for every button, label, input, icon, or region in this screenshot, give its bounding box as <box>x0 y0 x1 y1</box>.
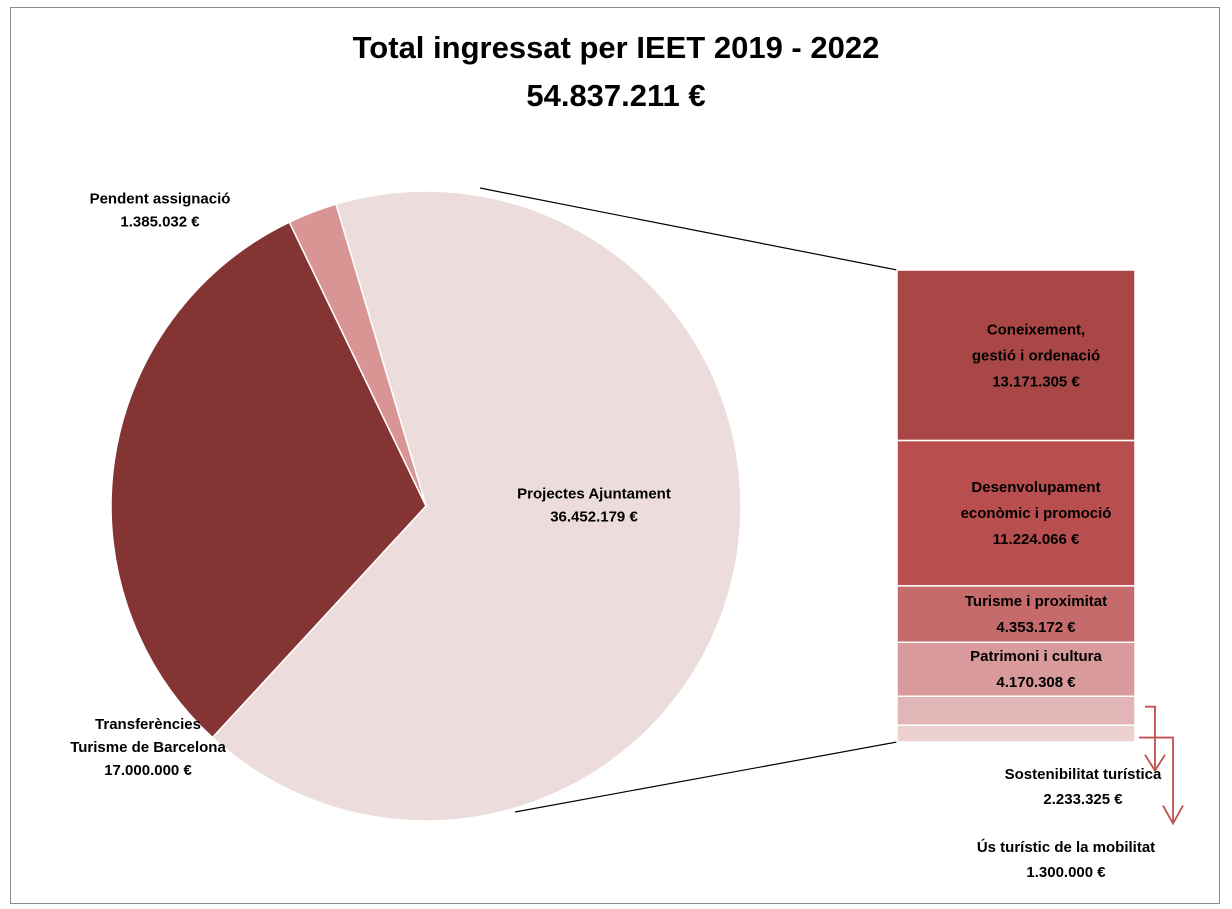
bar-label-turisme-i-proximitat-label: Turisme i proximitat <box>965 593 1107 610</box>
bar-segment-desenvolupament-economic-i-promocio <box>896 439 1136 587</box>
bar-segment-sostenibilitat-turistica <box>896 695 1136 726</box>
bar-label-desenvolupament-economic-i-promocio-label: econòmic i promoció <box>961 505 1112 522</box>
chart-title: Total ingressat per IEET 2019 - 2022 <box>352 30 880 65</box>
connector-lines <box>479 187 898 813</box>
pie <box>110 190 742 822</box>
bar-label-coneixement-gestio-i-ordenacio-label: Coneixement, <box>987 321 1085 338</box>
pie-label-transferencies-turisme-de-barcelona-label: Turisme de Barcelona <box>70 739 226 756</box>
bar-label-patrimoni-i-cultura-value: 4.170.308 € <box>996 674 1076 691</box>
bar-segment-patrimoni-i-cultura <box>896 641 1136 697</box>
arrow-sostenibilitat <box>1145 705 1156 769</box>
pie-label-projectes-ajuntament-value: 36.452.179 € <box>550 509 638 526</box>
bar-label-desenvolupament-economic-i-promocio-value: 11.224.066 € <box>993 531 1080 548</box>
bar-label-sostenibilitat-turistica-label: Sostenibilitat turística <box>1005 766 1162 783</box>
bar-label-turisme-i-proximitat-value: 4.353.172 € <box>996 619 1076 636</box>
arrow-mobilitat <box>1139 736 1174 822</box>
bar-label-us-turistic-de-la-mobilitat-value: 1.300.000 € <box>1026 864 1106 881</box>
bar-label-coneixement-gestio-i-ordenacio-label: gestió i ordenació <box>972 347 1100 364</box>
bar-label-coneixement-gestio-i-ordenacio-value: 13.171.305 € <box>992 373 1080 390</box>
bar-segment-turisme-i-proximitat <box>896 585 1136 644</box>
callout-arrows <box>1139 705 1184 826</box>
pie-label-pendent-assignacio-label: Pendent assignació <box>90 191 231 208</box>
chart-subtitle: 54.837.211 € <box>526 78 706 113</box>
bar-label-us-turistic-de-la-mobilitat-label: Ús turístic de la mobilitat <box>977 838 1155 856</box>
bar-label-sostenibilitat-turistica-value: 2.233.325 € <box>1043 791 1123 808</box>
connector-line-top <box>479 187 898 271</box>
pie-slice-pendent-assignacio <box>288 203 427 507</box>
pie-slice-transferencies-turisme-de-barcelona <box>110 221 427 739</box>
pie-label-projectes-ajuntament-label: Projectes Ajuntament <box>517 486 671 503</box>
labels: Projectes Ajuntament 36.452.179 € Transfer… <box>70 191 1162 882</box>
breakdown-bar <box>896 269 1136 743</box>
arrow-head-mobilitat <box>1162 805 1184 826</box>
pie-label-pendent-assignacio-value: 1.385.032 € <box>120 214 200 231</box>
bar-label-desenvolupament-economic-i-promocio-label: Desenvolupament <box>971 479 1100 496</box>
bar-label-patrimoni-i-cultura-label: Patrimoni i cultura <box>970 648 1102 665</box>
arrow-head-sostenibilitat <box>1144 754 1166 773</box>
connector-line-bottom <box>514 741 898 813</box>
bar-segment-coneixement-gestio-i-ordenacio <box>896 269 1136 442</box>
bar-segment-us-turistic-de-la-mobilitat <box>896 724 1136 743</box>
pie-label-transferencies-turisme-de-barcelona-label: Transferències <box>95 716 201 733</box>
pie-slice-projectes-ajuntament <box>211 190 742 822</box>
pie-label-transferencies-turisme-de-barcelona-value: 17.000.000 € <box>104 762 192 779</box>
